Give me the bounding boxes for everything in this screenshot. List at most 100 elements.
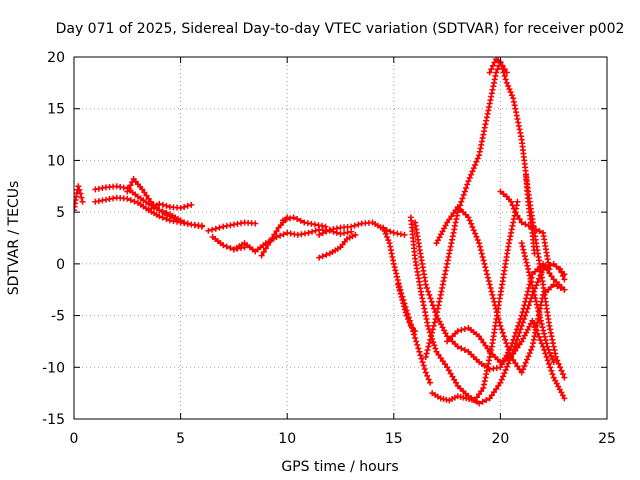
data-point bbox=[500, 333, 507, 340]
data-point bbox=[269, 235, 276, 241]
data-point bbox=[524, 288, 531, 295]
data-point bbox=[473, 233, 480, 240]
data-point bbox=[522, 298, 529, 305]
data-point bbox=[557, 284, 564, 291]
data-point bbox=[401, 306, 408, 313]
data-point bbox=[432, 316, 439, 323]
data-point bbox=[484, 271, 491, 278]
data-point bbox=[399, 297, 406, 304]
data-point bbox=[510, 357, 517, 364]
data-point bbox=[444, 219, 451, 226]
data-point bbox=[517, 316, 524, 323]
data-point bbox=[429, 326, 436, 333]
data-point bbox=[220, 242, 227, 249]
data-point bbox=[223, 243, 230, 250]
data-point bbox=[395, 281, 402, 288]
data-point bbox=[466, 217, 473, 224]
data-point bbox=[312, 227, 319, 234]
data-point bbox=[481, 260, 488, 267]
data-point bbox=[430, 339, 437, 346]
data-point bbox=[469, 168, 476, 175]
data-point bbox=[445, 367, 452, 374]
data-point bbox=[525, 269, 532, 276]
data-point bbox=[348, 223, 355, 230]
data-point bbox=[493, 69, 500, 76]
data-point bbox=[424, 347, 431, 354]
data-point bbox=[395, 284, 402, 291]
data-point bbox=[554, 283, 561, 290]
data-point bbox=[561, 276, 568, 283]
data-point bbox=[76, 186, 83, 193]
data-point bbox=[516, 319, 523, 326]
data-point bbox=[530, 320, 537, 327]
data-point bbox=[402, 309, 409, 316]
data-point bbox=[323, 228, 330, 235]
data-point bbox=[444, 364, 451, 371]
data-point bbox=[491, 298, 498, 305]
data-point bbox=[413, 338, 420, 345]
data-point bbox=[198, 223, 205, 230]
data-point bbox=[523, 259, 530, 266]
data-point bbox=[558, 367, 565, 374]
data-point bbox=[548, 367, 555, 374]
data-point bbox=[501, 72, 508, 79]
data-point bbox=[482, 264, 489, 271]
data-point bbox=[184, 202, 191, 209]
data-point bbox=[555, 360, 562, 367]
data-point bbox=[319, 230, 326, 237]
data-point bbox=[396, 287, 403, 294]
data-point bbox=[77, 190, 84, 197]
data-point bbox=[503, 340, 510, 347]
data-point bbox=[262, 245, 269, 252]
data-point bbox=[159, 208, 166, 215]
plot-frame bbox=[73, 56, 608, 420]
data-point bbox=[533, 298, 540, 305]
data-point bbox=[287, 215, 294, 222]
data-point bbox=[521, 253, 528, 260]
data-point bbox=[448, 213, 455, 220]
series-s25 bbox=[557, 266, 568, 283]
x-tick-label: 25 bbox=[598, 431, 616, 447]
data-point bbox=[541, 330, 548, 337]
data-point bbox=[550, 359, 557, 366]
data-point bbox=[309, 228, 316, 235]
data-point bbox=[521, 249, 528, 256]
data-point bbox=[536, 228, 543, 235]
data-point bbox=[478, 336, 485, 343]
data-point bbox=[476, 333, 483, 340]
data-point bbox=[493, 386, 500, 393]
data-point bbox=[537, 337, 544, 344]
y-axis-label: SDTVAR / TECUs bbox=[6, 181, 22, 296]
x-tick-label: 20 bbox=[491, 431, 509, 447]
data-point bbox=[541, 333, 548, 340]
data-point bbox=[459, 195, 466, 202]
data-point bbox=[471, 397, 478, 404]
data-series bbox=[74, 57, 568, 407]
data-point bbox=[473, 158, 480, 165]
data-point bbox=[529, 317, 536, 324]
data-point bbox=[539, 324, 546, 331]
data-point bbox=[540, 327, 547, 334]
data-point bbox=[385, 237, 392, 244]
data-point bbox=[506, 86, 513, 93]
data-point bbox=[479, 253, 486, 260]
data-point bbox=[423, 350, 430, 357]
data-point bbox=[381, 227, 388, 234]
data-point bbox=[163, 209, 170, 216]
data-point bbox=[383, 233, 390, 240]
data-point bbox=[534, 304, 541, 311]
data-point bbox=[509, 202, 516, 209]
data-point bbox=[548, 273, 555, 280]
data-point bbox=[503, 79, 510, 86]
data-point bbox=[508, 198, 515, 205]
data-point bbox=[480, 257, 487, 264]
data-point bbox=[465, 214, 472, 221]
data-point bbox=[533, 327, 540, 334]
data-point bbox=[548, 352, 555, 359]
data-point bbox=[294, 216, 301, 223]
data-point bbox=[466, 174, 473, 181]
data-point bbox=[418, 355, 425, 362]
data-point bbox=[468, 171, 475, 178]
data-point bbox=[497, 188, 504, 195]
data-point bbox=[423, 284, 430, 291]
